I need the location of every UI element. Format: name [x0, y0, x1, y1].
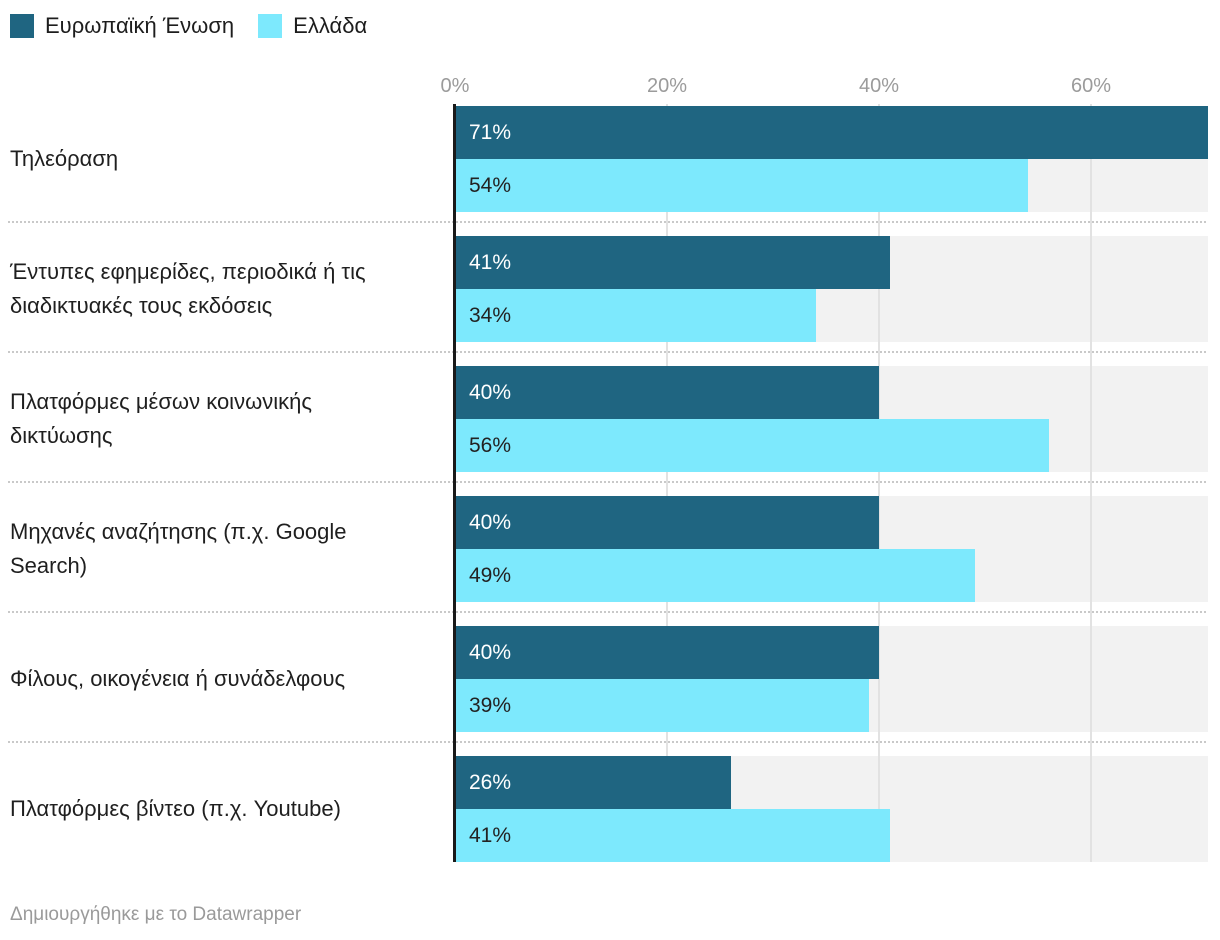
gridline-60 [1090, 104, 1092, 862]
bar-value-label: 40% [469, 510, 512, 534]
bar-value-label: 39% [469, 693, 512, 717]
category-label: Τηλεόραση [10, 146, 119, 171]
axis-tick-label-60: 60% [1070, 75, 1112, 97]
row-separator [8, 481, 1206, 483]
legend-label-greece: Ελλάδα [293, 13, 368, 38]
row-friends-family: Φίλους, οικογένεια ή συνάδελφους 40% 39% [0, 626, 1220, 743]
datawrapper-link[interactable]: Datawrapper [192, 904, 302, 925]
legend-item-eu: Ευρωπαϊκή Ένωση [10, 14, 234, 38]
bar-eu: 71% [455, 106, 1208, 159]
bar-greece: 54% [455, 159, 1028, 212]
row-television: Τηλεόραση 71% 54% [0, 106, 1220, 223]
category-label: Μηχανές αναζήτησης (π.χ. Google Search) [10, 519, 347, 578]
legend-swatch-eu [10, 14, 34, 38]
bar-value-label: 71% [469, 120, 512, 144]
bar-eu: 40% [455, 496, 880, 549]
row-separator [8, 741, 1206, 743]
footer-credit-text: Δημιουργήθηκε με το [10, 904, 193, 925]
bar-eu: 26% [455, 756, 731, 809]
row-video-platforms: Πλατφόρμες βίντεο (π.χ. Youtube) 26% 41% [0, 756, 1220, 862]
row-search-engines: Μηχανές αναζήτησης (π.χ. Google Search) … [0, 496, 1220, 613]
bar-greece: 41% [455, 809, 890, 862]
legend-label-eu: Ευρωπαϊκή Ένωση [45, 13, 235, 38]
bar-greece: 56% [455, 419, 1049, 472]
axis-tick-label-0: 0% [440, 75, 470, 97]
bar-value-label: 41% [469, 250, 512, 274]
axis-tick-label-40: 40% [858, 75, 900, 97]
legend-swatch-greece [258, 14, 283, 38]
row-newspapers: Έντυπες εφημερίδες, περιοδικά ή τις διαδ… [0, 236, 1220, 353]
row-separator [8, 611, 1206, 613]
gridline-40 [878, 104, 880, 862]
gridline-20 [666, 104, 668, 862]
bar-greece: 39% [455, 679, 869, 732]
category-label: Φίλους, οικογένεια ή συνάδελφους [10, 666, 346, 691]
bar-greece: 34% [455, 289, 816, 342]
axis-tick-label-20: 20% [646, 75, 688, 97]
bar-value-label: 56% [469, 433, 512, 457]
category-label: Έντυπες εφημερίδες, περιοδικά ή τις διαδ… [10, 259, 366, 318]
category-label: Πλατφόρμες βίντεο (π.χ. Youtube) [10, 796, 341, 821]
legend: Ευρωπαϊκή Ένωση Ελλάδα [10, 14, 367, 38]
bar-eu: 41% [455, 236, 890, 289]
footer-credit: Δημιουργήθηκε με το Datawrapper [10, 903, 301, 927]
bar-eu: 40% [455, 626, 880, 679]
bar-value-label: 26% [469, 770, 512, 794]
axis-zero-line [453, 104, 456, 862]
row-separator [8, 351, 1206, 353]
bar-eu: 40% [455, 366, 880, 419]
bar-value-label: 40% [469, 380, 512, 404]
bar-value-label: 41% [469, 823, 512, 847]
category-label: Πλατφόρμες μέσων κοινωνικής δικτύωσης [10, 389, 312, 448]
bar-value-label: 34% [469, 303, 512, 327]
bar-value-label: 49% [469, 563, 512, 587]
row-social-media: Πλατφόρμες μέσων κοινωνικής δικτύωσης 40… [0, 366, 1220, 483]
bar-value-label: 54% [469, 173, 512, 197]
legend-item-greece: Ελλάδα [258, 14, 367, 38]
bar-value-label: 40% [469, 640, 512, 664]
bar-greece: 49% [455, 549, 975, 602]
row-separator [8, 221, 1206, 223]
